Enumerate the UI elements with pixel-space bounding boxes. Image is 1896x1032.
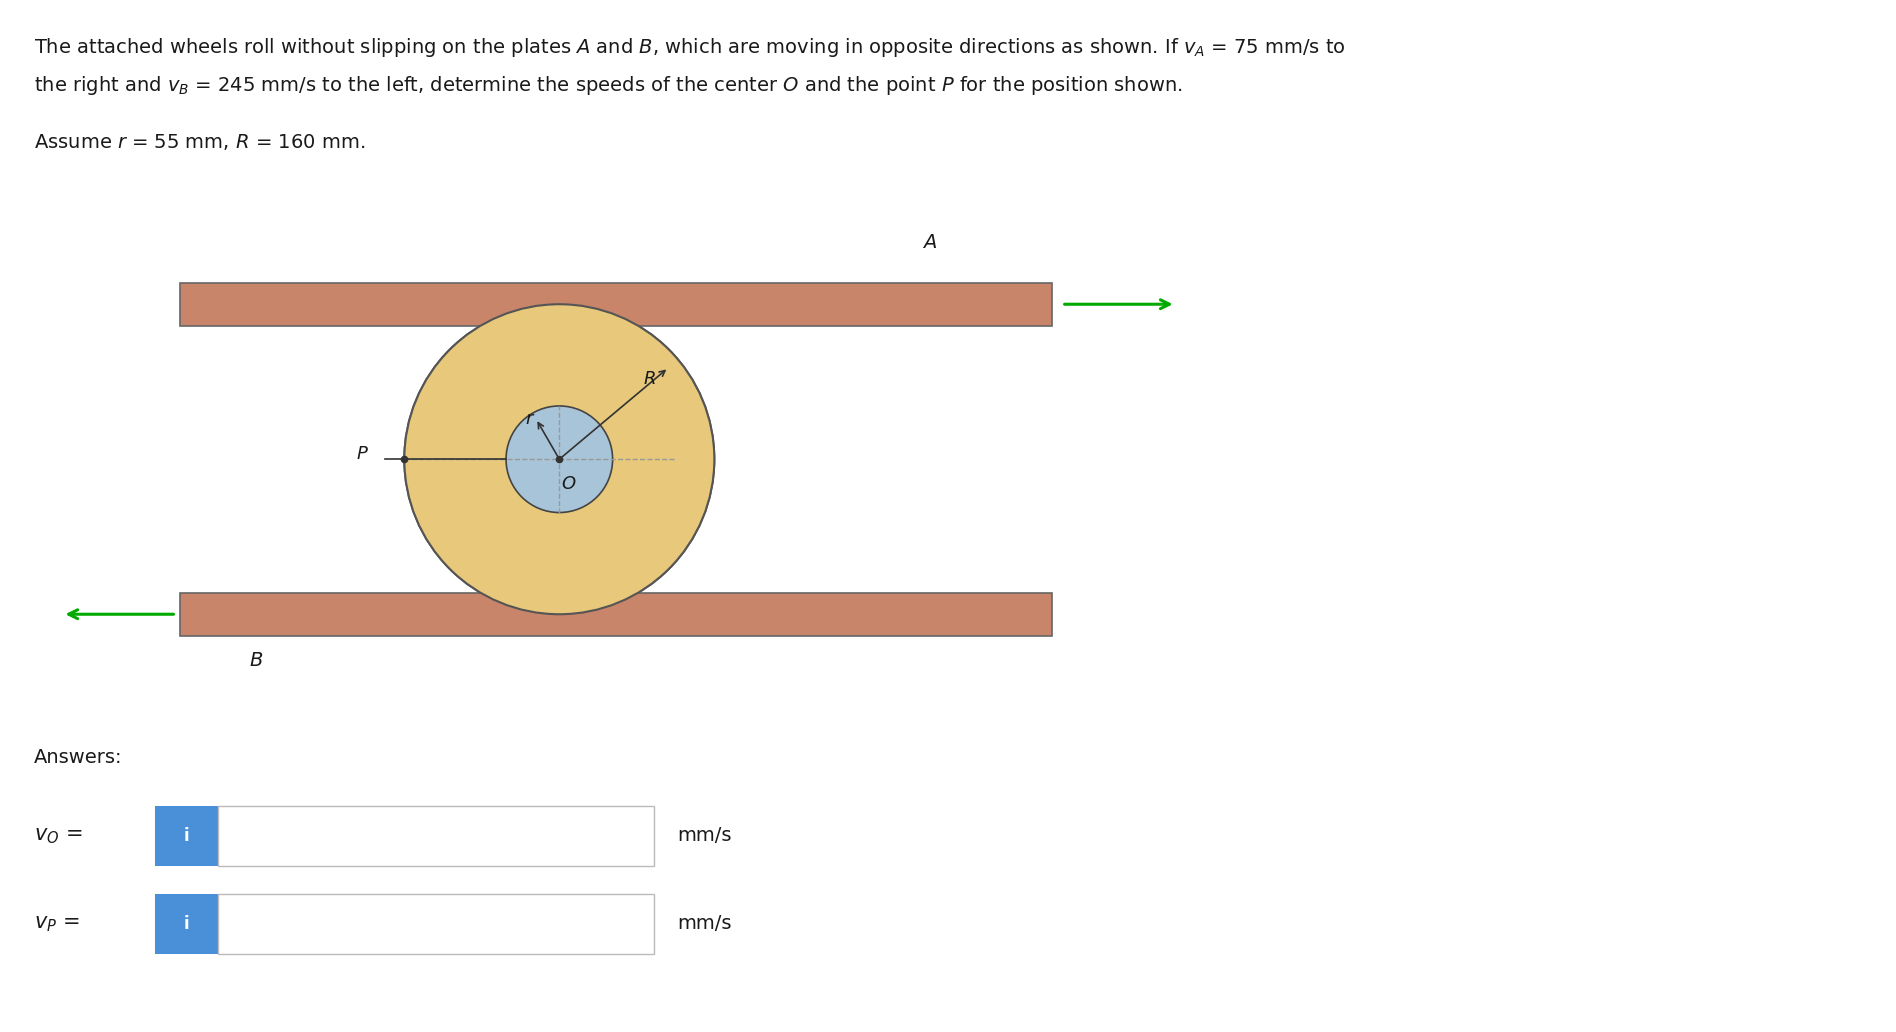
Ellipse shape xyxy=(506,406,612,513)
Ellipse shape xyxy=(404,304,715,614)
Text: The attached wheels roll without slipping on the plates $A$ and $B$, which are m: The attached wheels roll without slippin… xyxy=(34,36,1346,59)
Text: $P$: $P$ xyxy=(356,445,370,463)
Text: $O$: $O$ xyxy=(561,475,576,493)
Text: mm/s: mm/s xyxy=(677,914,732,933)
Text: $B$: $B$ xyxy=(248,651,264,671)
Text: $A$: $A$ xyxy=(921,232,937,252)
Bar xyxy=(218,894,654,954)
Text: the right and $v_B$ = 245 mm/s to the left, determine the speeds of the center $: the right and $v_B$ = 245 mm/s to the le… xyxy=(34,74,1183,97)
Text: $R$: $R$ xyxy=(643,369,656,388)
Bar xyxy=(180,592,1052,636)
Text: i: i xyxy=(184,914,190,933)
Bar xyxy=(155,894,218,954)
Bar xyxy=(218,806,654,866)
Text: i: i xyxy=(184,827,190,845)
Text: $v_P$ =: $v_P$ = xyxy=(34,913,80,934)
Text: Assume $r$ = 55 mm, $R$ = 160 mm.: Assume $r$ = 55 mm, $R$ = 160 mm. xyxy=(34,132,366,152)
Bar xyxy=(180,283,1052,326)
Text: $r$: $r$ xyxy=(525,411,535,428)
Text: $v_O$ =: $v_O$ = xyxy=(34,826,83,846)
Bar xyxy=(155,806,218,866)
Ellipse shape xyxy=(404,304,715,614)
Text: Answers:: Answers: xyxy=(34,748,123,767)
Text: mm/s: mm/s xyxy=(677,827,732,845)
